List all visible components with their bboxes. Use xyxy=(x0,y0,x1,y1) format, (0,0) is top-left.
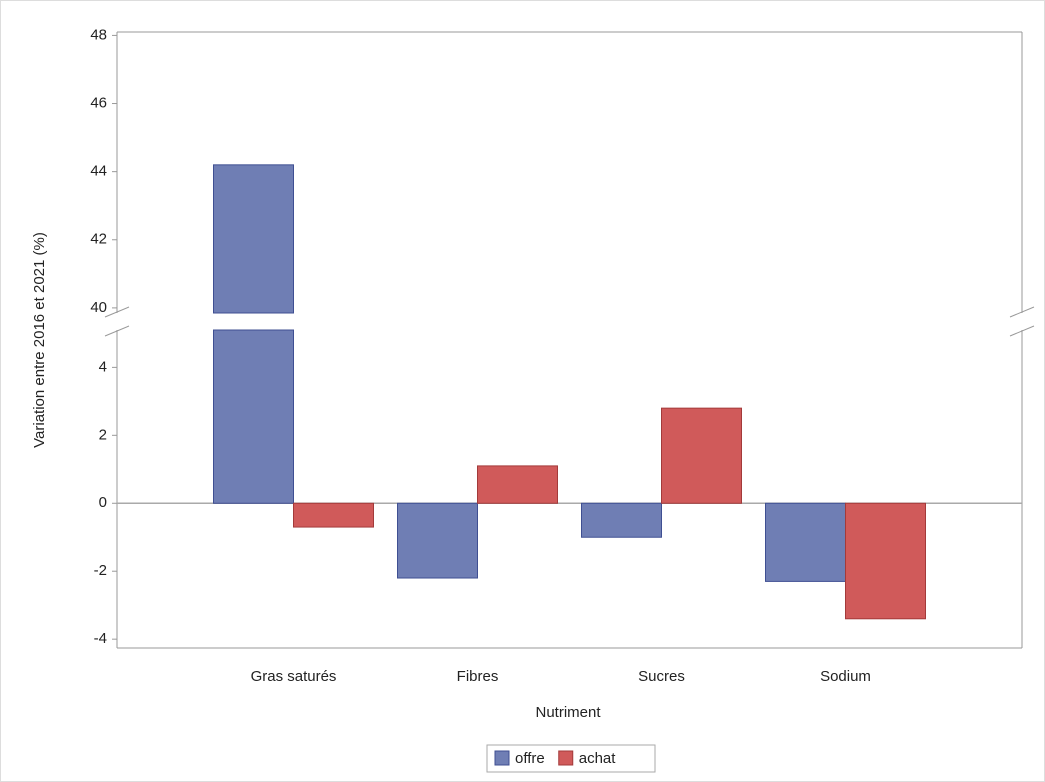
axis-break xyxy=(104,306,130,318)
bar xyxy=(293,502,374,528)
y-tick-label: 46 xyxy=(90,94,107,111)
y-axis-title: Variation entre 2016 et 2021 (%) xyxy=(31,232,48,448)
x-tick-label: Sucres xyxy=(638,668,685,685)
legend-swatch xyxy=(494,750,510,766)
y-tick-label: 0 xyxy=(99,494,107,511)
bar xyxy=(581,502,662,538)
legend-label: offre xyxy=(515,750,545,767)
y-tick-label: 2 xyxy=(99,426,107,443)
legend-swatch xyxy=(558,750,574,766)
bar xyxy=(661,407,742,504)
bar xyxy=(397,502,478,579)
x-tick-label: Sodium xyxy=(820,668,871,685)
legend-label: achat xyxy=(579,750,617,767)
axis-break xyxy=(1009,325,1035,337)
x-tick-label: Fibres xyxy=(457,668,499,685)
y-tick-label: -2 xyxy=(94,562,107,579)
bar xyxy=(845,502,926,620)
x-axis-title: Nutriment xyxy=(535,704,601,721)
bar xyxy=(477,465,558,504)
y-tick-label: 4 xyxy=(99,358,107,375)
bar xyxy=(213,164,294,314)
x-tick-label: Gras saturés xyxy=(251,668,337,685)
axis-break xyxy=(1009,306,1035,318)
y-tick-label: 42 xyxy=(90,231,107,248)
bar xyxy=(213,329,294,504)
y-tick-label: 48 xyxy=(90,26,107,43)
y-tick-label: 40 xyxy=(90,299,107,316)
y-tick-label: 44 xyxy=(90,163,107,180)
legend-box xyxy=(486,744,656,773)
axis-break xyxy=(104,325,130,337)
bar xyxy=(765,502,846,582)
y-tick-label: -4 xyxy=(94,630,107,647)
